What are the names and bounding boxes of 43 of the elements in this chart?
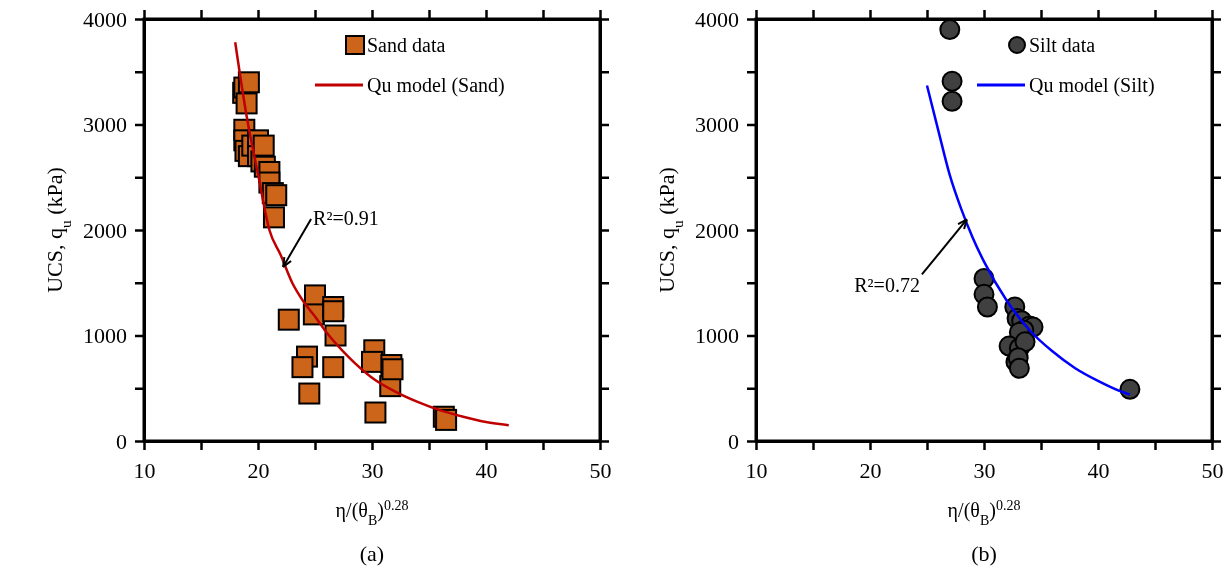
point <box>941 70 963 92</box>
point <box>939 19 961 41</box>
point <box>976 296 998 318</box>
x-tick-label: 40 <box>475 457 498 483</box>
x-tick-label: 10 <box>745 457 768 483</box>
annotation: R²=0.91 <box>313 206 379 229</box>
text: (a) <box>359 541 385 566</box>
x-tick-label: 30 <box>361 457 384 483</box>
text: (b) <box>971 541 997 566</box>
y-tick-label: 4000 <box>83 6 127 32</box>
x-tick-label: 50 <box>1201 457 1224 483</box>
y-tick-label: 3000 <box>83 112 127 138</box>
x-axis-title: η/(θ$_{B}$)$^{0.28}$ <box>947 497 1021 528</box>
y-tick-label: 0 <box>728 428 739 454</box>
x-tick-label: 20 <box>859 457 882 483</box>
point <box>277 308 300 331</box>
x-tick-label: 40 <box>1087 457 1110 483</box>
x-tick-label: 30 <box>973 457 996 483</box>
point <box>1008 357 1030 379</box>
x-tick-label: 10 <box>133 457 156 483</box>
legend-label: Qu model (Sand) <box>367 74 505 97</box>
point <box>1014 331 1036 353</box>
y-tick-label: 4000 <box>695 6 739 32</box>
point <box>941 90 963 112</box>
point <box>364 401 387 424</box>
x-axis-title: η/(θ$_{B}$)$^{0.28}$ <box>335 497 409 528</box>
legend-label: Qu model (Silt) <box>1029 74 1155 97</box>
y-tick-label: 2000 <box>695 217 739 243</box>
point <box>298 382 321 405</box>
point <box>252 134 275 157</box>
y-tick-label: 2000 <box>83 217 127 243</box>
y-tick-label: 1000 <box>695 323 739 349</box>
y-tick-label: 1000 <box>83 323 127 349</box>
point <box>1119 378 1141 400</box>
x-tick-label: 20 <box>247 457 270 483</box>
legend-label: Silt data <box>1029 34 1096 56</box>
point <box>291 356 314 379</box>
point <box>322 356 345 379</box>
y-tick-label: 0 <box>116 428 127 454</box>
legend-label: Sand data <box>367 34 446 56</box>
y-tick-label: 3000 <box>695 112 739 138</box>
annotation: R²=0.72 <box>854 274 920 297</box>
x-tick-label: 50 <box>589 457 612 483</box>
